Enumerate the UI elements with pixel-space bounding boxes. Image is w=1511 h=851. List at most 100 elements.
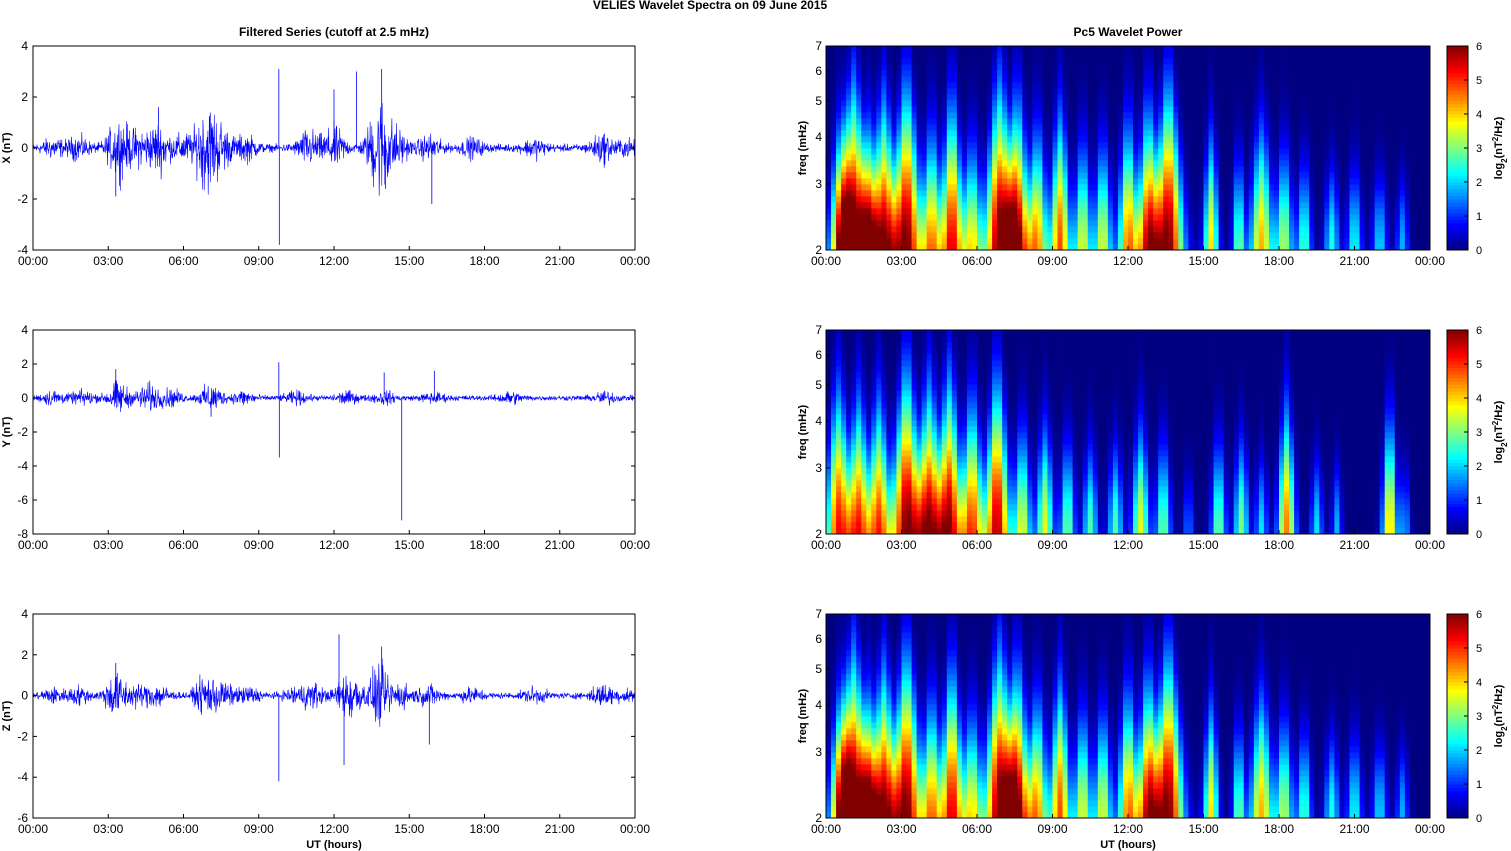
heatmap-cell — [901, 450, 907, 457]
heatmap-cell — [1117, 232, 1124, 239]
heatmap-cell — [866, 492, 872, 499]
heatmap-cell — [886, 414, 892, 421]
heatmap-cell — [992, 154, 998, 161]
heatmap-cell — [1128, 208, 1134, 215]
heatmap-cell — [871, 64, 877, 71]
heatmap-cell — [1349, 136, 1355, 143]
heatmap-cell — [1304, 232, 1310, 239]
heatmap-cell — [1419, 154, 1426, 161]
colorbar-cell — [1447, 120, 1468, 125]
y-axis-label: freq (mHz) — [797, 120, 809, 175]
heatmap-cell — [906, 528, 912, 534]
heatmap-cell — [1183, 190, 1189, 197]
heatmap-cell — [1379, 148, 1386, 155]
colorbar-cell — [1447, 56, 1468, 61]
heatmap-cell — [1057, 172, 1063, 179]
heatmap-cell — [1263, 166, 1270, 173]
heatmap-cell — [871, 130, 877, 137]
heatmap-cell — [1067, 94, 1074, 101]
heatmap-cell — [946, 82, 953, 89]
heatmap-cell — [1047, 82, 1053, 89]
heatmap-cell — [1379, 112, 1386, 119]
heatmap-cell — [841, 420, 847, 427]
heatmap-cell — [1359, 76, 1365, 83]
heatmap-cell — [1117, 112, 1124, 119]
heatmap-cell — [901, 420, 907, 427]
heatmap-cell — [926, 516, 933, 523]
heatmap-cell — [961, 112, 968, 119]
heatmap-cell — [1042, 76, 1048, 83]
heatmap-cell — [1339, 106, 1345, 113]
heatmap-cell — [1057, 208, 1063, 215]
heatmap-cell — [901, 486, 907, 493]
colorbar-cell — [1447, 59, 1468, 64]
heatmap-cell — [1248, 136, 1255, 143]
heatmap-cell — [901, 456, 907, 463]
heatmap-cell — [1314, 232, 1320, 239]
heatmap-cell — [896, 202, 902, 209]
heatmap-cell — [1309, 106, 1315, 113]
heatmap-cell — [1178, 232, 1184, 239]
heatmap-cell — [961, 58, 968, 65]
heatmap-cell — [1193, 220, 1199, 227]
heatmap-cell — [1072, 58, 1079, 65]
heatmap-cell — [861, 414, 867, 421]
heatmap-cell — [1263, 160, 1270, 167]
heatmap-cell — [1233, 94, 1240, 101]
heatmap-cell — [1419, 196, 1426, 203]
heatmap-cell — [1092, 166, 1099, 173]
heatmap-cell — [836, 444, 842, 451]
heatmap-cell — [1223, 124, 1230, 131]
heatmap-cell — [977, 76, 983, 83]
heatmap-cell — [906, 52, 912, 59]
heatmap-cell — [1107, 142, 1114, 149]
heatmap-cell — [871, 342, 877, 349]
heatmap-cell — [1233, 124, 1240, 131]
heatmap-cell — [1037, 70, 1043, 77]
x-tick-label: 00:00 — [620, 538, 650, 552]
heatmap-cell — [1077, 154, 1084, 161]
heatmap-cell — [921, 160, 928, 167]
heatmap-cell — [906, 76, 912, 83]
heatmap-cell — [856, 354, 862, 361]
heatmap-cell — [1399, 178, 1406, 185]
heatmap-cell — [896, 528, 902, 534]
heatmap-cell — [1379, 94, 1386, 101]
heatmap-cell — [1087, 124, 1094, 131]
heatmap-cell — [1233, 226, 1240, 233]
heatmap-cell — [961, 136, 968, 143]
heatmap-cell — [901, 504, 907, 511]
heatmap-cell — [1042, 94, 1048, 101]
heatmap-cell — [1289, 46, 1295, 53]
heatmap-cell — [1158, 46, 1164, 53]
heatmap-cell — [1258, 160, 1265, 167]
heatmap-cell — [1374, 46, 1381, 53]
heatmap-cell — [881, 190, 887, 197]
heatmap-cell — [1243, 82, 1250, 89]
heatmap-cell — [1258, 202, 1265, 209]
heatmap-cell — [846, 238, 852, 245]
heatmap-cell — [926, 208, 933, 215]
heatmap-cell — [1022, 178, 1028, 185]
heatmap-cell — [1148, 88, 1154, 95]
heatmap-cell — [1153, 184, 1159, 191]
heatmap-cell — [846, 100, 852, 107]
heatmap-cell — [871, 420, 877, 427]
heatmap-cell — [886, 100, 892, 107]
heatmap-cell — [1273, 232, 1280, 239]
heatmap-cell — [966, 178, 973, 185]
heatmap-cell — [1268, 142, 1275, 149]
heatmap-cell — [911, 522, 917, 529]
heatmap-cell — [977, 46, 983, 53]
heatmap-cell — [1198, 202, 1204, 209]
heatmap-cell — [1022, 202, 1028, 209]
heatmap-cell — [921, 384, 928, 391]
heatmap-cell — [906, 462, 912, 469]
heatmap-cell — [1424, 178, 1430, 185]
heatmap-cell — [1213, 244, 1219, 250]
heatmap-cell — [1168, 226, 1174, 233]
heatmap-cell — [1012, 136, 1018, 143]
heatmap-cell — [1314, 88, 1320, 95]
heatmap-cell — [1233, 130, 1240, 137]
heatmap-cell — [941, 88, 948, 95]
